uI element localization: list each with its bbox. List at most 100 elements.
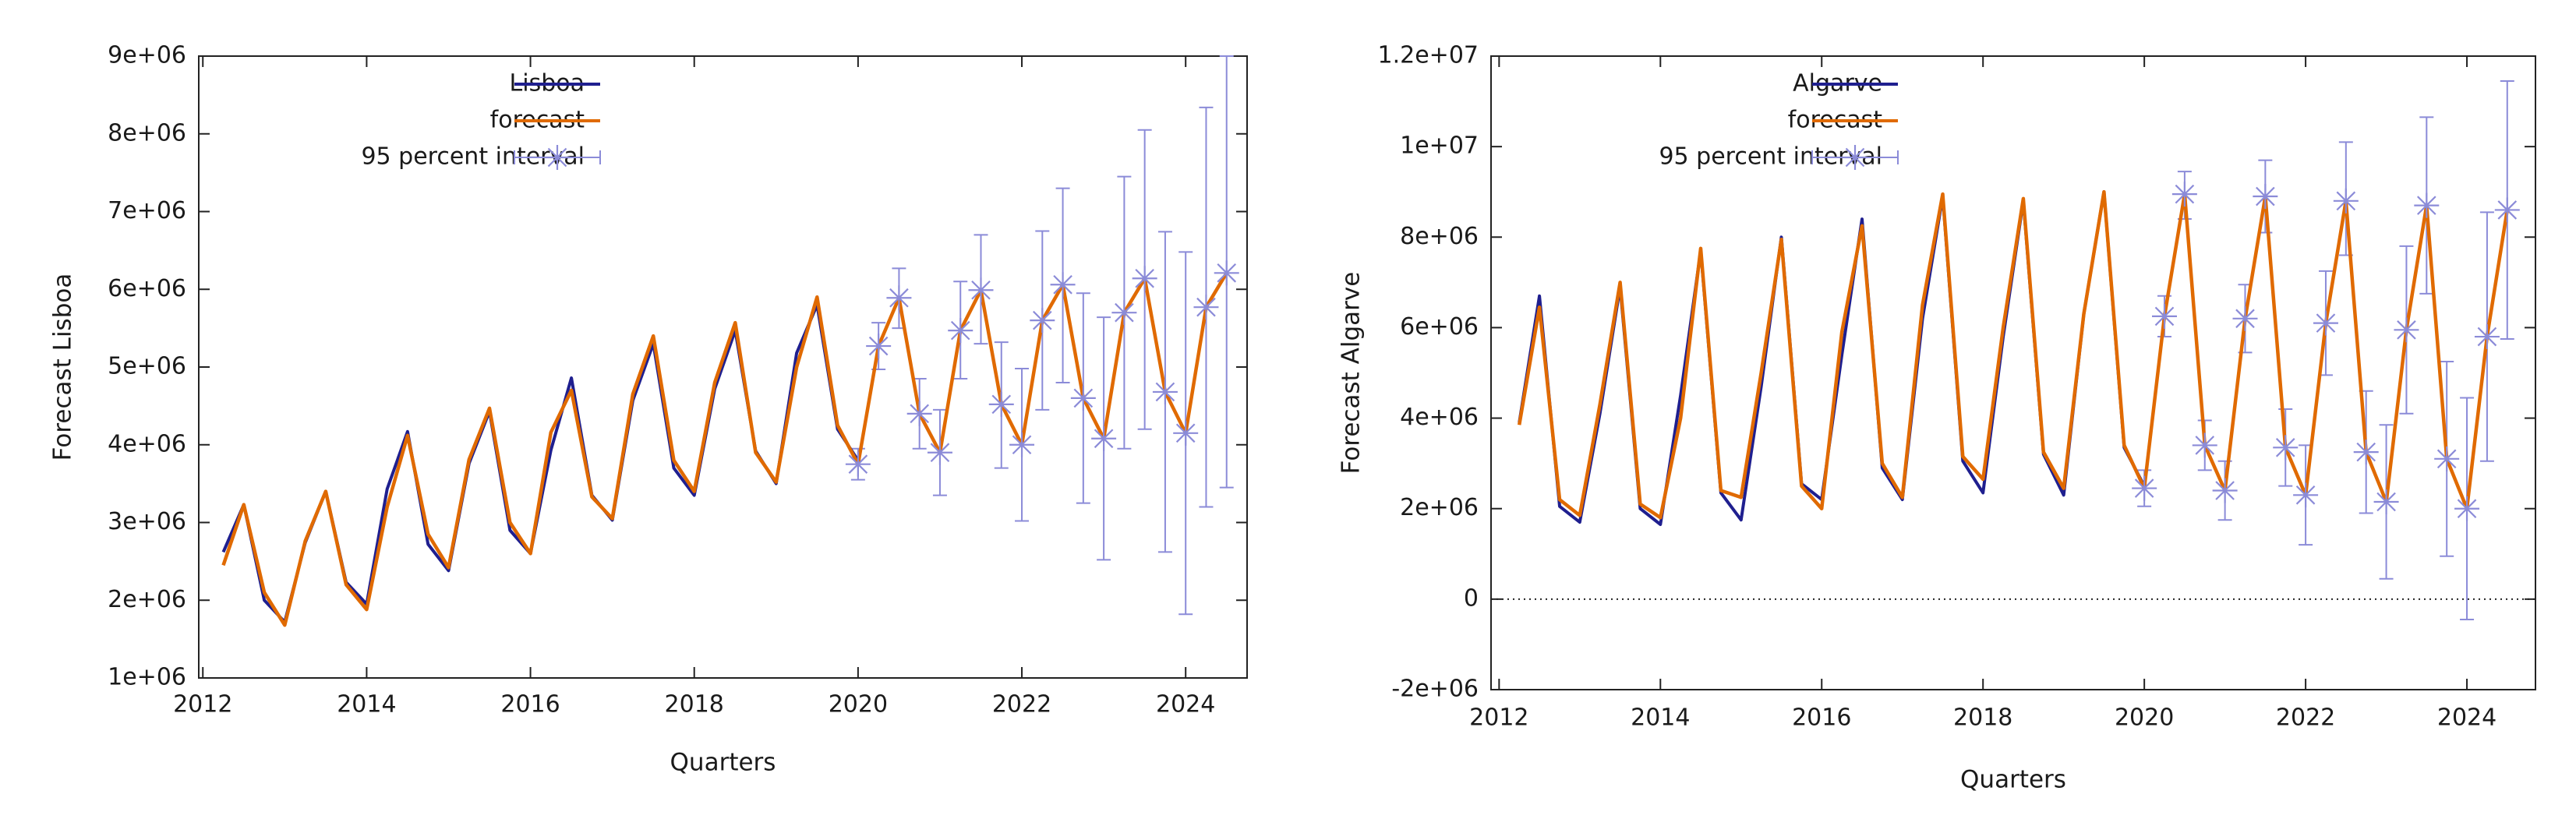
interval-point-marker: [1070, 385, 1096, 411]
interval-point-marker: [968, 277, 994, 303]
interval-point-marker-d2: [1196, 297, 1216, 317]
interval-point-marker-d2: [1175, 423, 1196, 443]
interval-point-marker: [2414, 192, 2440, 218]
interval-point-marker-d2: [848, 454, 868, 474]
y-tick-label: 8e+06: [1400, 223, 1479, 250]
interval-point-marker: [2171, 182, 2197, 207]
interval-point-marker: [1173, 420, 1199, 446]
legend-interval-marker: [1843, 145, 1868, 170]
interval-point-marker-d2: [2275, 438, 2295, 457]
panel-separator: [1288, 0, 1295, 816]
interval-point-marker: [1132, 266, 1157, 291]
y-tick-label: 5e+06: [108, 353, 186, 380]
interval-point-marker-d2: [930, 443, 950, 463]
y-tick-label: 2e+06: [1400, 494, 1479, 521]
interval-point-marker: [1111, 300, 1137, 326]
y-tick-label: 9e+06: [108, 42, 186, 69]
interval-point-marker: [2454, 496, 2480, 521]
y-tick-label: 1.2e+07: [1378, 42, 1479, 69]
interval-point-marker-d2: [2235, 309, 2255, 329]
interval-point-marker: [2212, 478, 2238, 503]
x-tick-label: 2012: [1469, 704, 1528, 732]
interval-point-marker-d2: [1073, 388, 1094, 408]
interval-point-marker: [2273, 435, 2299, 461]
interval-point-marker-d2: [1053, 274, 1072, 295]
interval-point-marker: [1214, 260, 1239, 286]
interval-point-marker: [2253, 184, 2278, 210]
forecast-series-line: [221, 272, 1228, 627]
interval-point-marker-d2: [2356, 442, 2376, 462]
interval-point-marker: [2373, 489, 2399, 515]
x-tick-label: 2022: [992, 691, 1051, 718]
y-tick-label: 6e+06: [1400, 313, 1479, 341]
x-tick-label: 2016: [500, 691, 560, 718]
x-tick-label: 2020: [829, 691, 888, 718]
x-tick-label: 2016: [1792, 704, 1851, 732]
interval-point-marker: [2132, 475, 2157, 501]
x-tick-label: 2020: [2115, 704, 2174, 732]
interval-point-marker: [886, 285, 912, 311]
interval-point-marker: [2494, 197, 2520, 223]
interval-point-marker-d2: [1217, 263, 1237, 283]
interval-point-marker: [927, 440, 952, 465]
interval-point-marker-d2: [991, 394, 1012, 415]
interval-point-marker-d2: [950, 320, 970, 341]
x-tick-label: 2014: [337, 691, 396, 718]
interval-point-marker-d2: [1094, 429, 1114, 449]
algarve-forecast-chart: -2e+06 0 2e+06 4e+06 6e+06 8e+06 1e+07 1.2e+07 2…: [1337, 42, 2536, 794]
interval-point-marker-d2: [2316, 313, 2336, 333]
legend-interval-marker-d2: [1845, 147, 1865, 168]
x-axis-label: Quarters: [670, 749, 776, 777]
interval-point-marker-d2: [1135, 268, 1154, 288]
interval-point-marker-d2: [2154, 306, 2175, 327]
interval-point-marker-d2: [2436, 449, 2457, 469]
x-tick-label: 2014: [1631, 704, 1690, 732]
interval-point-marker: [948, 318, 974, 344]
interval-point-marker: [2434, 446, 2460, 471]
interval-point-marker-d2: [2497, 200, 2518, 220]
interval-point-marker: [2152, 303, 2178, 329]
y-tick-label: 6e+06: [108, 275, 186, 302]
interval-point-marker: [906, 401, 932, 426]
y-tick-label: 0: [1464, 584, 1479, 612]
interval-point-marker: [845, 451, 871, 477]
interval-point-marker: [1009, 432, 1035, 457]
y-tick-label: -2e+06: [1391, 676, 1479, 703]
legend-interval-marker-d2: [547, 147, 567, 168]
y-tick-label: 4e+06: [108, 430, 186, 457]
interval-point-marker-d2: [2397, 320, 2416, 340]
interval-point-marker-d2: [2256, 186, 2275, 207]
interval-point-marker-d2: [2215, 481, 2235, 500]
interval-point-marker: [2474, 324, 2500, 350]
interval-point-marker-d2: [2477, 327, 2497, 347]
y-axis-label: Forecast Algarve: [1337, 272, 1366, 475]
y-tick-label: 2e+06: [108, 586, 186, 613]
interval-point-marker: [1152, 379, 1178, 404]
interval-point-marker-d2: [2376, 492, 2396, 512]
interval-point-marker: [1050, 272, 1076, 298]
interval-point-marker-d2: [910, 404, 929, 424]
interval-point-marker: [2353, 440, 2379, 465]
interval-point-marker-d2: [1033, 310, 1052, 330]
y-tick-label: 4e+06: [1400, 404, 1479, 431]
actual-series-line: [1518, 190, 2146, 526]
y-tick-label: 1e+07: [1400, 132, 1479, 160]
y-tick-label: 3e+06: [108, 508, 186, 535]
interval-point-marker: [2232, 305, 2258, 331]
interval-point-marker-d2: [889, 288, 909, 308]
algarve-forecast-panel: -2e+06 0 2e+06 4e+06 6e+06 8e+06 1e+07 1.2e+07 2…: [1298, 0, 2576, 816]
interval-point-marker: [1193, 295, 1219, 320]
forecast-series-line: [1517, 189, 2510, 520]
interval-point-marker-d2: [2195, 436, 2215, 455]
interval-point-marker-d2: [2457, 499, 2477, 519]
x-tick-label: 2018: [665, 691, 724, 718]
x-tick-label: 2018: [1953, 704, 2012, 732]
interval-point-marker-d2: [2336, 191, 2356, 211]
interval-point-marker: [866, 334, 892, 359]
lisboa-forecast-panel: 1e+06 2e+06 3e+06 4e+06 5e+06 6e+06 7e+06 8e+06…: [0, 0, 1286, 816]
x-tick-label: 2012: [173, 691, 232, 718]
y-tick-label: 7e+06: [108, 197, 186, 224]
interval-point-marker-d2: [2417, 196, 2436, 215]
